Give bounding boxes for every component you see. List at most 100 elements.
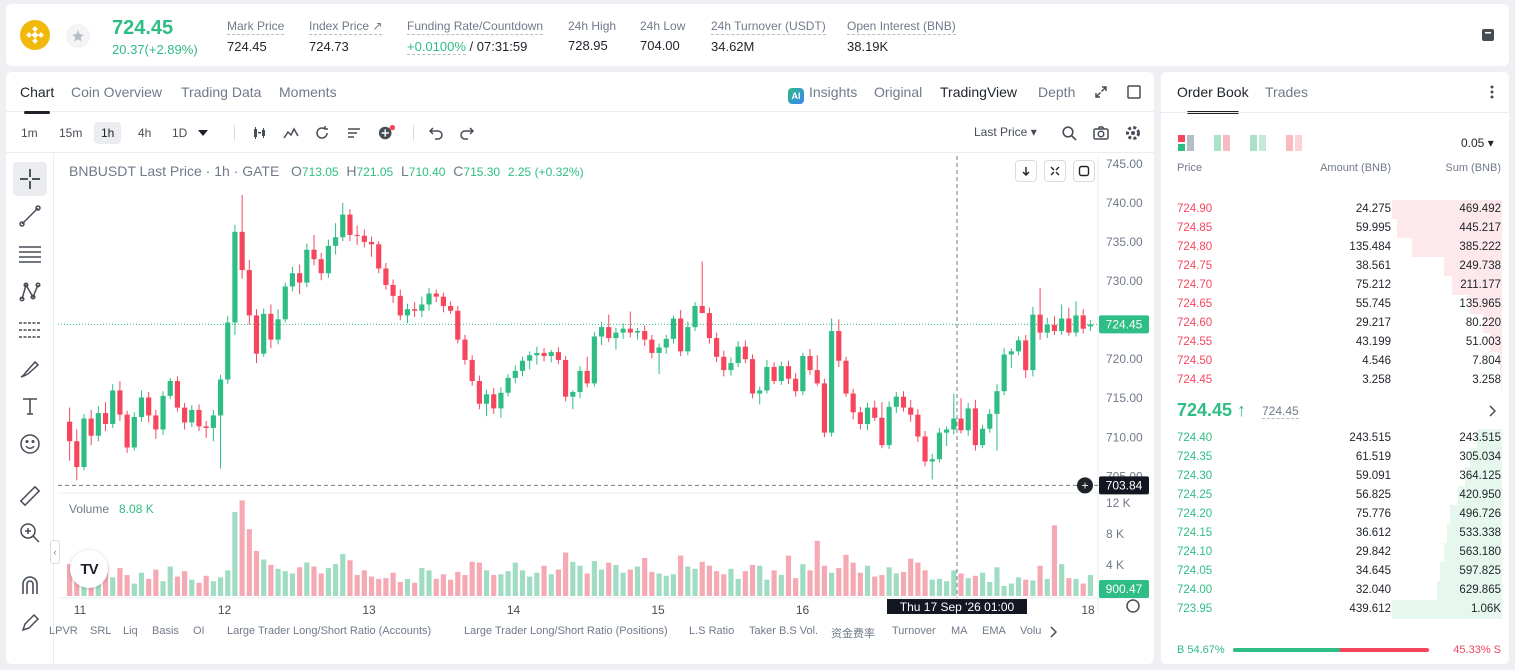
more-options-icon[interactable] xyxy=(1483,83,1501,101)
collapse-icon[interactable] xyxy=(1044,160,1066,182)
book-view-both-icon[interactable] xyxy=(1177,134,1195,152)
ask-row[interactable]: 724.75 38.561 249.738 xyxy=(1161,257,1509,276)
search-icon[interactable] xyxy=(1060,124,1078,142)
undo-icon[interactable] xyxy=(427,124,445,142)
horizontal-lines-tool-icon[interactable] xyxy=(13,237,47,271)
ask-row[interactable]: 724.70 75.212 211.177 xyxy=(1161,276,1509,295)
expand-icon[interactable] xyxy=(1092,83,1110,101)
stat-index-price[interactable]: Index Price ↗ 724.73 xyxy=(309,18,383,54)
interval-1d[interactable]: 1D xyxy=(172,126,188,140)
indicator-item[interactable]: Liq xyxy=(123,625,138,637)
brush-tool-icon[interactable] xyxy=(13,351,47,385)
window-icon[interactable] xyxy=(1125,83,1143,101)
scroll-down-arrow-icon[interactable] xyxy=(1015,160,1037,182)
interval-15m[interactable]: 15m xyxy=(59,126,83,140)
bid-row[interactable]: 724.00 32.040 629.865 xyxy=(1161,581,1509,600)
indicators-icon[interactable] xyxy=(282,124,300,142)
chevron-right-icon[interactable] xyxy=(1044,623,1062,641)
bid-depth-bar xyxy=(1450,505,1502,524)
bid-row[interactable]: 724.05 34.645 597.825 xyxy=(1161,562,1509,581)
stat-funding-rate[interactable]: Funding Rate/Countdown +0.0100% / 07:31:… xyxy=(407,18,544,55)
trend-line-tool-icon[interactable] xyxy=(13,199,47,233)
indicator-item[interactable]: SRL xyxy=(90,625,112,637)
templates-icon[interactable] xyxy=(345,124,363,142)
ask-row[interactable]: 724.50 4.546 7.804 xyxy=(1161,352,1509,371)
add-alert-icon[interactable] xyxy=(378,124,396,142)
tab-trading-data[interactable]: Trading Data xyxy=(181,84,262,100)
pencil-lock-tool-icon[interactable] xyxy=(13,606,47,640)
book-view-split-icon[interactable] xyxy=(1213,134,1231,152)
tab-depth[interactable]: Depth xyxy=(1038,84,1076,100)
interval-1m[interactable]: 1m xyxy=(21,126,38,140)
indicator-item[interactable]: L.S Ratio xyxy=(689,625,735,637)
ask-row[interactable]: 724.80 135.484 385.222 xyxy=(1161,238,1509,257)
indicator-item[interactable]: 资金费率 xyxy=(831,628,875,640)
favorite-star-icon[interactable] xyxy=(66,24,90,48)
crosshair-tool-icon[interactable] xyxy=(13,162,47,196)
tab-order-book[interactable]: Order Book xyxy=(1177,84,1249,114)
magnet-tool-icon[interactable] xyxy=(13,568,47,602)
candle-body xyxy=(577,370,583,392)
bid-row[interactable]: 724.30 59.091 364.125 xyxy=(1161,467,1509,486)
ruler-tool-icon[interactable] xyxy=(13,479,47,513)
settings-gear-icon[interactable] xyxy=(1124,124,1142,142)
indicator-item[interactable]: Volu xyxy=(1020,625,1042,637)
tab-trades[interactable]: Trades xyxy=(1265,84,1309,100)
tab-coin-overview[interactable]: Coin Overview xyxy=(71,84,163,100)
indicator-item[interactable]: Large Trader Long/Short Ratio (Accounts) xyxy=(227,625,432,637)
indicator-item[interactable]: MA xyxy=(951,625,968,637)
stat-mark-price[interactable]: Mark Price 724.45 xyxy=(227,18,285,54)
tab-insights[interactable]: AI Insights xyxy=(788,84,857,104)
text-tool-icon[interactable] xyxy=(13,389,47,423)
bid-row[interactable]: 724.35 61.519 305.034 xyxy=(1161,448,1509,467)
volume-bar xyxy=(376,578,382,596)
candle-body xyxy=(606,327,612,339)
tab-tradingview[interactable]: TradingView xyxy=(940,84,1018,100)
bid-row[interactable]: 724.20 75.776 496.726 xyxy=(1161,505,1509,524)
indicator-item[interactable]: EMA xyxy=(982,625,1006,637)
indicator-item[interactable]: OI xyxy=(193,625,205,637)
price-chart[interactable]: 745.00740.00735.00730.00725.00720.00715.… xyxy=(58,156,1152,614)
price-type-select[interactable]: Last Price ▾ xyxy=(974,125,1037,139)
emoji-tool-icon[interactable] xyxy=(13,427,47,461)
zoom-in-tool-icon[interactable] xyxy=(13,516,47,550)
precision-select[interactable]: 0.05 ▾ xyxy=(1461,136,1494,150)
candle-type-icon[interactable] xyxy=(251,124,269,142)
bid-row[interactable]: 724.25 56.825 420.950 xyxy=(1161,486,1509,505)
indicator-item[interactable]: Taker B.S Vol. xyxy=(749,625,819,637)
tab-chart[interactable]: Chart xyxy=(20,84,55,114)
interval-1h[interactable]: 1h xyxy=(94,122,122,144)
ask-row[interactable]: 724.85 59.995 445.217 xyxy=(1161,219,1509,238)
redo-icon[interactable] xyxy=(458,124,476,142)
camera-icon[interactable] xyxy=(1092,124,1110,142)
bid-row[interactable]: 723.95 439.612 1.06K xyxy=(1161,600,1509,619)
volume-bar xyxy=(1080,583,1086,596)
tab-moments[interactable]: Moments xyxy=(279,84,337,100)
bid-row[interactable]: 724.10 29.842 563.180 xyxy=(1161,543,1509,562)
pattern-tool-icon[interactable] xyxy=(13,275,47,309)
candle-body xyxy=(555,352,562,360)
ask-row[interactable]: 724.45 3.258 3.258 xyxy=(1161,371,1509,390)
guide-book-icon[interactable] xyxy=(1479,26,1497,44)
maximize-pane-icon[interactable] xyxy=(1073,160,1095,182)
indicator-item[interactable]: LPVR xyxy=(49,625,78,637)
book-view-bids-icon[interactable] xyxy=(1249,134,1267,152)
bid-row[interactable]: 724.15 36.612 533.338 xyxy=(1161,524,1509,543)
indicator-item[interactable]: Large Trader Long/Short Ratio (Positions… xyxy=(464,625,668,637)
indicator-item[interactable]: Basis xyxy=(152,625,179,637)
indicator-item[interactable]: Turnover xyxy=(892,625,936,637)
ask-row[interactable]: 724.65 55.745 135.965 xyxy=(1161,295,1509,314)
replay-icon[interactable] xyxy=(313,124,331,142)
ask-depth-bar xyxy=(1397,219,1502,238)
fib-tool-icon[interactable] xyxy=(13,313,47,347)
ask-row[interactable]: 724.90 24.275 469.492 xyxy=(1161,200,1509,219)
book-view-asks-icon[interactable] xyxy=(1285,134,1303,152)
chevron-down-icon[interactable] xyxy=(194,124,212,142)
tab-original[interactable]: Original xyxy=(874,84,923,100)
scroll-left-chevron-icon[interactable]: ‹ xyxy=(50,540,60,564)
ask-row[interactable]: 724.55 43.199 51.003 xyxy=(1161,333,1509,352)
chevron-right-icon[interactable] xyxy=(1483,402,1501,420)
bid-row[interactable]: 724.40 243.515 243.515 xyxy=(1161,429,1509,448)
ask-row[interactable]: 724.60 29.217 80.220 xyxy=(1161,314,1509,333)
interval-4h[interactable]: 4h xyxy=(138,126,152,140)
